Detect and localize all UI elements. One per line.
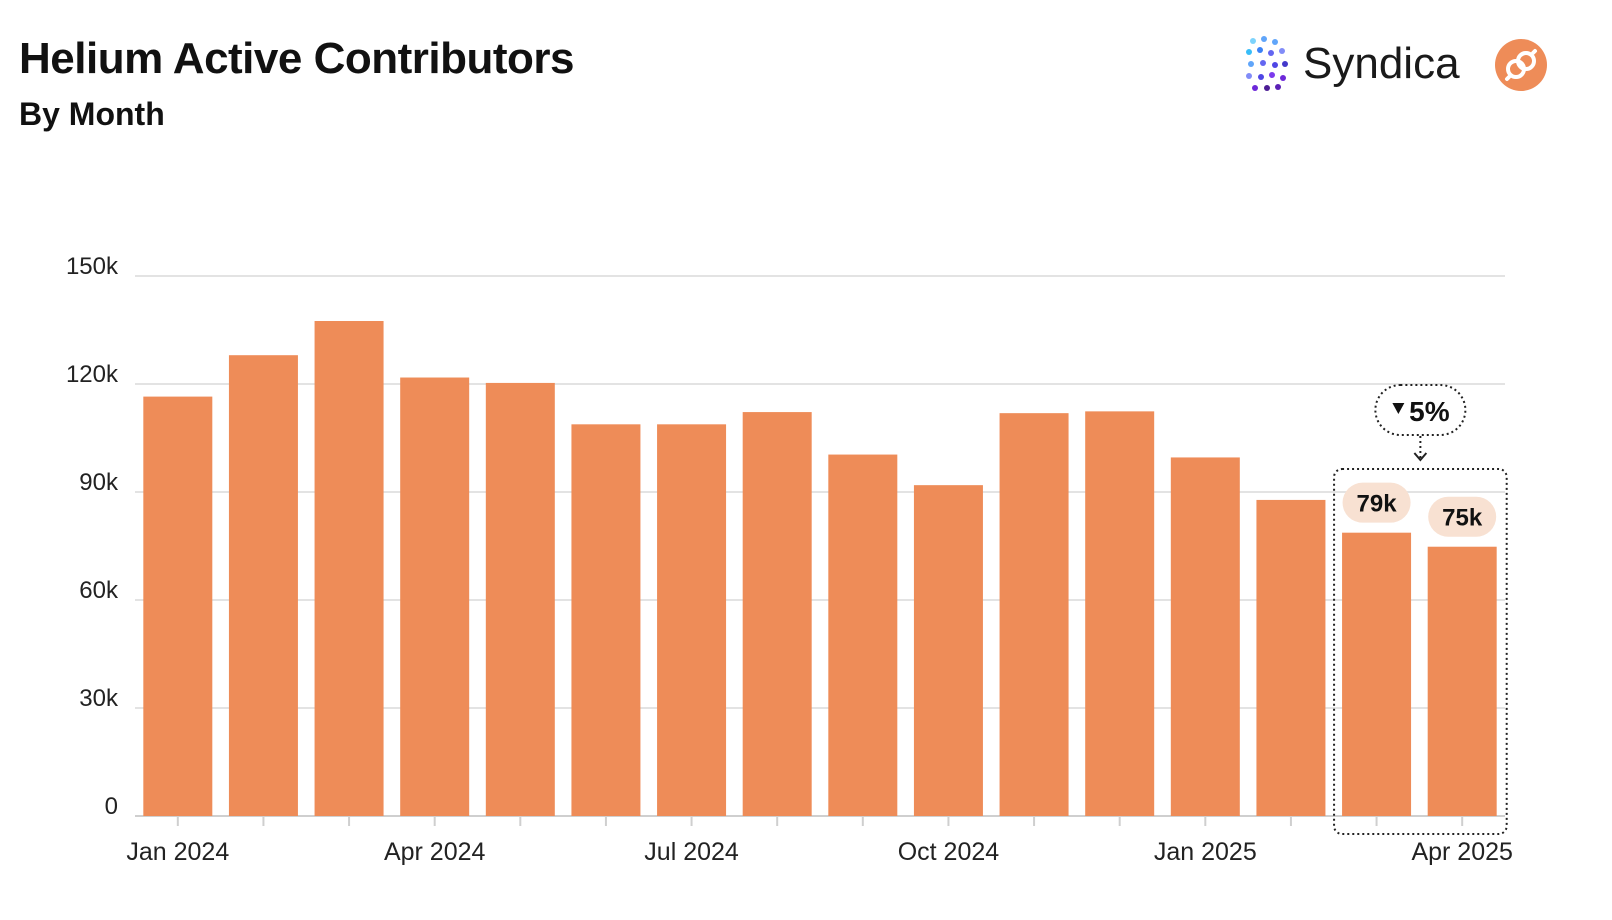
bar-mar-2025 [1342, 532, 1412, 816]
bar-oct-2024 [913, 485, 983, 816]
syndica-mark-icon [1246, 36, 1288, 91]
y-tick-label: 30k [79, 685, 119, 712]
x-tick-label: Jan 2025 [1154, 838, 1257, 866]
x-tick-label: Oct 2024 [898, 838, 1000, 866]
bar-may-2024 [485, 382, 555, 816]
bar-feb-2025 [1256, 499, 1326, 816]
bar-aug-2024 [742, 412, 812, 816]
data-label: 75k [1442, 505, 1483, 532]
y-tick-label: 60k [79, 577, 119, 604]
bar-feb-2024 [228, 355, 298, 816]
down-triangle-icon [1392, 403, 1405, 414]
x-tick-label: Jul 2024 [644, 838, 739, 866]
x-tick-label: Apr 2025 [1411, 838, 1512, 866]
chart-subtitle: By Month [19, 96, 165, 132]
bar-jul-2024 [657, 424, 727, 816]
bar-mar-2024 [314, 321, 384, 816]
bar-dec-2024 [1085, 411, 1155, 816]
bar-jan-2025 [1170, 457, 1240, 816]
x-tick-label: Jan 2024 [126, 838, 229, 866]
data-label: 79k [1357, 491, 1398, 518]
bar-apr-2025 [1427, 546, 1497, 816]
arrow-down-icon [1413, 452, 1428, 462]
x-axis-ticks: Jan 2024 Apr 2024 Jul 2024 Oct 2024 Jan 2025… [126, 816, 1513, 866]
annotation: 5% [1333, 384, 1508, 835]
bar-sep-2024 [828, 454, 898, 816]
data-labels: 79k 75k [1342, 482, 1497, 537]
chart-title: Helium Active Contributors [19, 34, 574, 83]
bar-jun-2024 [571, 424, 641, 816]
x-tick-label: Apr 2024 [384, 838, 486, 866]
data-label-bg [1428, 496, 1497, 537]
bar-nov-2024 [999, 413, 1069, 816]
bar-apr-2024 [400, 377, 470, 816]
delta-value: 5% [1409, 396, 1450, 427]
delta-bubble [1374, 384, 1467, 436]
y-tick-label: 90k [79, 469, 119, 496]
y-tick-label: 0 [105, 793, 118, 820]
data-label-bg [1342, 482, 1411, 523]
brand-name: Syndica [1303, 39, 1460, 88]
bar-jan-2024 [143, 396, 213, 816]
bars [143, 321, 1497, 816]
y-tick-label: 120k [66, 361, 119, 388]
y-tick-label: 150k [66, 253, 119, 280]
syndica-logo: Syndica [1245, 34, 1460, 94]
y-axis-labels: 0 30k 60k 90k 120k 150k [66, 253, 119, 820]
helium-logo-icon [1495, 39, 1547, 91]
